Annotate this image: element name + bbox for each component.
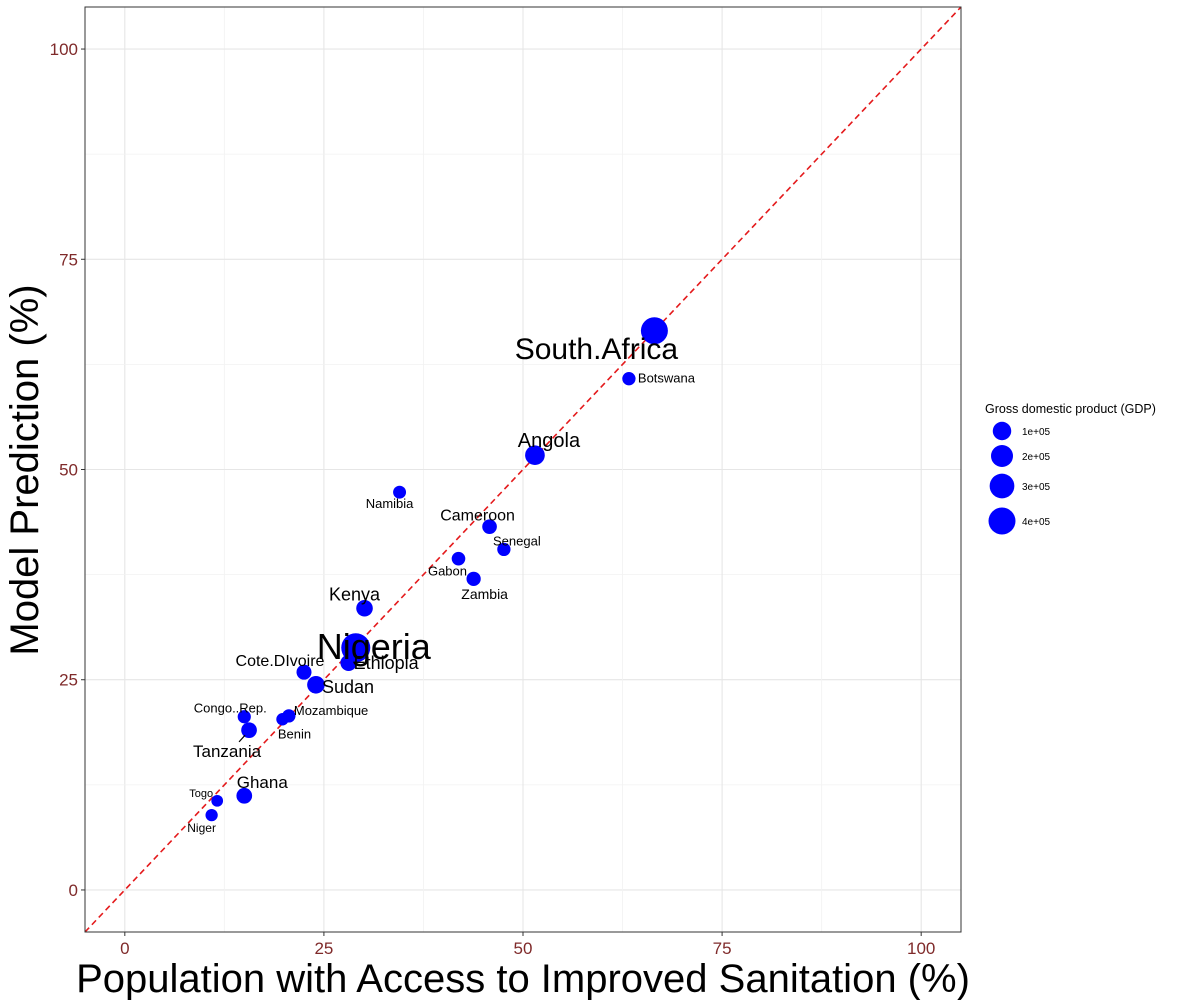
data-point [482,519,497,535]
point-label: Sudan [322,677,374,697]
identity-reference-line [84,6,962,933]
y-tick-label: 0 [69,881,78,900]
data-point [497,542,511,557]
legend-entry-label: 2e+05 [1022,452,1051,463]
data-point [205,808,218,822]
point-label: Angola [518,430,581,452]
legend-key-circle [992,421,1012,441]
point-label: Togo [189,788,213,800]
x-tick-label: 50 [514,939,533,958]
data-point [296,664,312,680]
point-label: Gabon [428,564,467,579]
x-tick-label: 25 [314,939,333,958]
y-axis-ticks: 0 25 50 75 100 [50,40,85,900]
legend: Gross domestic product (GDP) 1e+05 2e+05 3… [985,402,1156,535]
data-point [451,551,466,566]
data-point [211,794,224,807]
x-axis-title: Population with Access to Improved Sanit… [76,957,970,1000]
data-point [241,722,257,739]
point-label: Mozambique [294,703,368,718]
point-label: South.Africa [515,333,679,366]
data-point [525,445,545,466]
y-tick-label: 75 [59,250,78,269]
data-point [276,713,289,726]
point-label: Namibia [366,496,414,511]
x-tick-label: 100 [907,939,935,958]
x-axis-ticks: 0 25 50 75 100 [120,932,935,958]
data-point [356,599,373,617]
point-label: Ethiopia [354,653,420,673]
legend-entry-label: 3e+05 [1022,482,1051,493]
grid-lines [85,7,961,932]
data-point [340,654,357,672]
legend-key-circle [989,473,1015,499]
data-point [622,372,636,386]
y-tick-label: 100 [50,40,78,59]
y-tick-label: 25 [59,671,78,690]
point-label: Niger [187,821,216,835]
y-tick-label: 50 [59,461,78,480]
data-point [393,485,407,499]
point-label: Botswana [638,371,696,386]
legend-entry-label: 4e+05 [1022,517,1051,528]
point-label: Benin [278,726,311,741]
point-label: Senegal [493,533,541,548]
point-label: Kenya [329,584,381,604]
legend-entry-label: 1e+05 [1022,427,1051,438]
label-leader-lines [238,734,246,743]
data-point [466,571,481,586]
data-point [307,675,325,694]
data-point [640,317,668,345]
y-axis-title: Model Prediction (%) [3,284,47,655]
point-label: Tanzania [193,742,262,761]
data-point [236,787,253,804]
point-label: Congo..Rep. [194,701,267,716]
label-leader-line [238,734,246,743]
x-tick-label: 0 [120,939,129,958]
point-label: Ghana [237,773,289,792]
point-label: Zambia [461,586,508,602]
legend-title: Gross domestic product (GDP) [985,402,1156,416]
legend-key-circle [990,444,1014,468]
x-tick-label: 75 [713,939,732,958]
point-labels: South.Africa Botswana Angola Namibia Cameroo… [187,333,695,835]
point-label: Nigeria [317,626,432,667]
data-point [237,710,251,724]
point-label: Cote.DIvoire [236,653,325,670]
legend-key-circle [988,507,1016,535]
data-points [205,317,668,822]
point-label: Cameroon [440,508,515,525]
